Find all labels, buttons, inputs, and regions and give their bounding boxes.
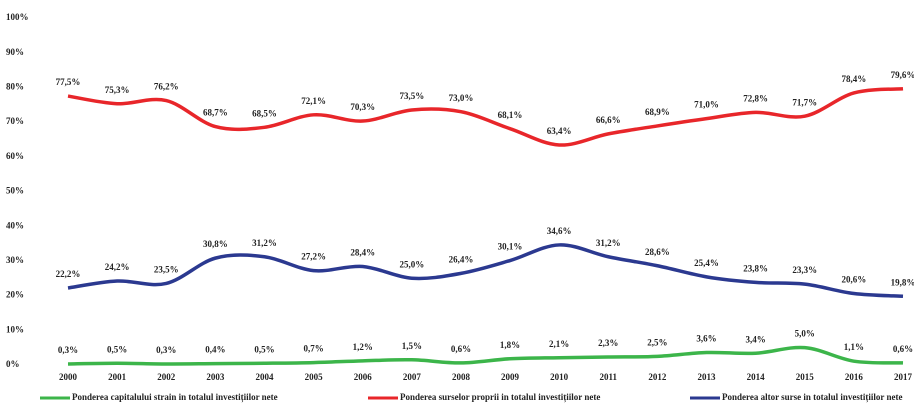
data-label: 71,7%: [792, 97, 817, 107]
data-label: 3,4%: [746, 334, 766, 344]
data-label: 68,1%: [498, 110, 523, 120]
x-tick-label: 2007: [403, 372, 422, 382]
data-label: 30,8%: [203, 239, 228, 249]
x-tick-label: 2004: [255, 372, 274, 382]
data-label: 1,1%: [844, 342, 864, 352]
data-label: 72,8%: [743, 93, 768, 103]
data-label: 1,8%: [500, 340, 520, 350]
y-tick-label: 10%: [6, 324, 24, 334]
x-tick-label: 2017: [894, 372, 913, 382]
x-tick-label: 2012: [648, 372, 667, 382]
data-label: 22,2%: [56, 269, 81, 279]
x-tick-label: 2009: [501, 372, 520, 382]
data-label: 0,7%: [303, 344, 323, 354]
series-line: [67, 243, 904, 299]
data-label: 25,4%: [694, 258, 719, 268]
data-label: 2,5%: [647, 337, 667, 347]
data-label: 34,6%: [547, 226, 572, 236]
data-label: 28,6%: [645, 247, 670, 257]
y-tick-label: 20%: [6, 290, 24, 300]
data-label: 1,2%: [353, 342, 373, 352]
data-label: 25,0%: [399, 259, 424, 269]
legend-label: Ponderea surselor proprii in totalul inv…: [400, 392, 600, 402]
data-label: 31,2%: [596, 238, 621, 248]
x-tick-label: 2013: [698, 372, 717, 382]
data-label: 0,3%: [156, 345, 176, 355]
data-label: 31,2%: [252, 238, 277, 248]
data-label: 78,4%: [842, 74, 867, 84]
x-tick-label: 2002: [157, 372, 176, 382]
legend-label: Ponderea altor surse in totalul investiț…: [722, 392, 903, 402]
data-label: 73,5%: [399, 91, 424, 101]
data-label: 73,0%: [449, 93, 474, 103]
x-tick-label: 2010: [550, 372, 569, 382]
data-label: 3,6%: [696, 334, 716, 344]
data-label: 5,0%: [795, 329, 815, 339]
x-tick-label: 2011: [600, 372, 618, 382]
data-label: 1,5%: [402, 341, 422, 351]
data-label: 2,1%: [549, 339, 569, 349]
data-label: 23,3%: [792, 265, 817, 275]
y-tick-label: 100%: [6, 12, 29, 22]
data-label: 0,5%: [254, 344, 274, 354]
x-tick-label: 2006: [354, 372, 373, 382]
data-label: 75,3%: [105, 85, 130, 95]
data-label: 72,1%: [301, 96, 326, 106]
data-label: 2,3%: [598, 338, 618, 348]
y-tick-label: 30%: [6, 255, 24, 265]
x-tick-label: 2000: [59, 372, 78, 382]
data-label: 68,7%: [203, 108, 228, 118]
data-label: 79,6%: [891, 70, 914, 80]
y-tick-label: 60%: [6, 151, 24, 161]
y-tick-label: 90%: [6, 47, 24, 57]
x-tick-label: 2003: [206, 372, 225, 382]
data-label: 0,3%: [58, 345, 78, 355]
y-tick-label: 80%: [6, 81, 24, 91]
data-label: 19,8%: [891, 277, 914, 287]
data-label: 68,9%: [645, 107, 670, 117]
x-tick-label: 2001: [108, 372, 127, 382]
data-label: 0,4%: [205, 345, 225, 355]
data-label: 68,5%: [252, 108, 277, 118]
series-line: [67, 345, 904, 366]
data-label: 23,5%: [154, 265, 179, 275]
data-label: 0,5%: [107, 344, 127, 354]
data-label: 0,6%: [451, 344, 471, 354]
legend: Ponderea capitalului strain in totalul i…: [40, 392, 903, 402]
y-tick-label: 0%: [6, 359, 20, 369]
data-label: 27,2%: [301, 252, 326, 262]
data-label: 23,8%: [743, 263, 768, 273]
x-tick-label: 2016: [845, 372, 864, 382]
data-label: 30,1%: [498, 242, 523, 252]
data-label: 77,5%: [56, 77, 81, 87]
y-tick-label: 70%: [6, 116, 24, 126]
series-line: [67, 87, 904, 147]
x-tick-label: 2005: [305, 372, 324, 382]
data-label: 24,2%: [105, 262, 130, 272]
legend-label: Ponderea capitalului strain in totalul i…: [72, 392, 278, 402]
y-tick-label: 40%: [6, 220, 24, 230]
data-label: 66,6%: [596, 115, 621, 125]
data-label: 0,6%: [893, 344, 913, 354]
x-tick-label: 2015: [796, 372, 815, 382]
data-label: 26,4%: [449, 254, 474, 264]
data-label: 70,3%: [350, 102, 375, 112]
x-tick-label: 2008: [452, 372, 471, 382]
x-tick-label: 2014: [747, 372, 766, 382]
data-label: 71,0%: [694, 100, 719, 110]
data-label: 76,2%: [154, 82, 179, 92]
data-label: 20,6%: [842, 275, 867, 285]
y-tick-label: 50%: [6, 186, 24, 196]
data-label: 63,4%: [547, 126, 572, 136]
data-label: 28,4%: [350, 248, 375, 258]
